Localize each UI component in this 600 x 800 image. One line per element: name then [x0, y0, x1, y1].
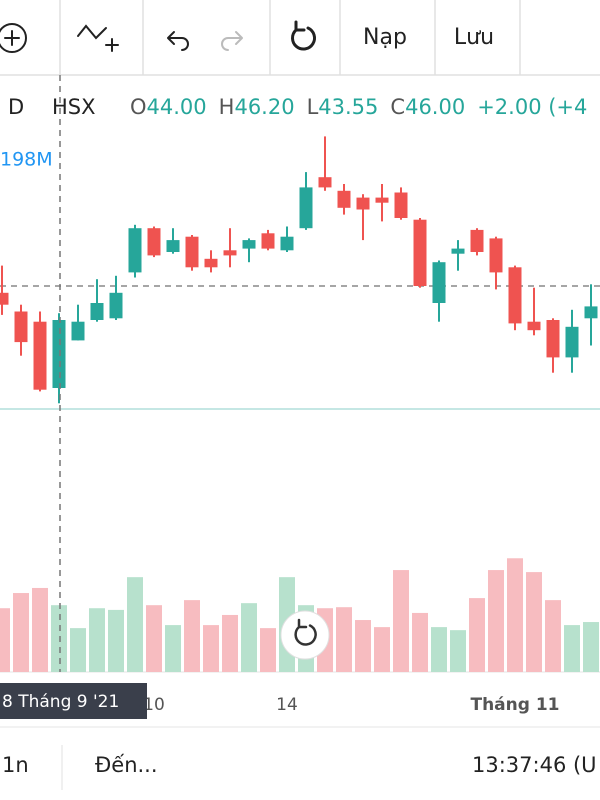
candle-body: [546, 320, 560, 358]
candle-body: [90, 303, 104, 320]
plot: 10 14 Tháng 11 8 Tháng 9 '21: [0, 75, 600, 719]
volume-bar: [507, 558, 523, 672]
reset-button[interactable]: [291, 20, 316, 51]
candle-body: [337, 190, 351, 208]
volume-bar: [13, 593, 29, 672]
ohlc-legend: O44.00 H46.20 L43.55 C46.00 +2.00 (+4: [130, 95, 587, 119]
volume-bar: [488, 570, 504, 672]
x-tick-label: Tháng 11: [470, 695, 559, 715]
candle-body: [128, 228, 142, 273]
volume-bar: [241, 603, 257, 672]
candle-body: [261, 233, 275, 249]
volume-bar: [203, 625, 219, 672]
candle-body: [204, 258, 218, 268]
chart-reset-button[interactable]: [280, 610, 330, 660]
interval: D: [8, 95, 24, 119]
candle-body: [14, 311, 28, 343]
crosshair-label-bg: [0, 683, 147, 719]
candle-body: [375, 197, 389, 203]
volume-bar: [412, 612, 428, 672]
volume-value: 198M: [0, 149, 53, 171]
volume-bar: [146, 605, 162, 672]
candle-body: [489, 238, 503, 273]
candle-body: [470, 229, 484, 252]
volume-bar: [545, 600, 561, 672]
candle-body: [432, 262, 446, 303]
volume-bar: [469, 598, 485, 672]
x-tick-label: 10: [143, 695, 165, 715]
candle-body: [223, 250, 237, 256]
volume-bar: [583, 622, 599, 672]
candle-body: [0, 292, 9, 305]
candle-body: [33, 321, 47, 390]
clock: 13:37:46 (U: [472, 753, 597, 777]
toolbar: [0, 0, 600, 76]
candle-body: [413, 219, 427, 286]
candle-body: [451, 248, 465, 254]
candle-body: [147, 228, 161, 256]
volume-bar: [526, 572, 542, 672]
candle-body: [527, 321, 541, 331]
candle-body: [356, 197, 370, 210]
volume-bar: [336, 607, 352, 672]
crosshair-label: 8 Tháng 9 '21: [2, 692, 119, 712]
value: 46.20: [234, 95, 294, 119]
volume-bar: [108, 609, 124, 672]
volume-bar: [564, 625, 580, 672]
save-button[interactable]: Lưu: [454, 25, 494, 50]
label: L: [307, 95, 319, 119]
volume-bar: [70, 628, 86, 672]
x-tick-label: 14: [276, 695, 298, 715]
volume-bar: [32, 587, 48, 672]
volume-bar: [222, 614, 238, 672]
volume-bar: [0, 608, 10, 672]
volume-bar: [450, 630, 466, 672]
candle-body: [242, 240, 256, 249]
volume-bar: [51, 605, 67, 672]
label: O: [130, 95, 147, 119]
value: 44.00: [147, 95, 207, 119]
label: C: [390, 95, 405, 119]
volume-bar: [127, 577, 143, 672]
candle-body: [394, 192, 408, 218]
candle-body: [508, 267, 522, 324]
label: H: [219, 95, 235, 119]
volume-bar: [89, 608, 105, 672]
redo-button[interactable]: [221, 31, 243, 51]
volume-bar: [431, 627, 447, 672]
goto-button[interactable]: Đến...: [95, 753, 158, 777]
value: 46.00: [405, 95, 465, 119]
volume-bar: [184, 600, 200, 672]
value: 43.55: [318, 95, 378, 119]
indicator-button[interactable]: [77, 24, 119, 52]
range-button[interactable]: 1n: [2, 753, 29, 777]
candle-body: [71, 321, 85, 341]
change: +2.00 (+4: [477, 95, 587, 119]
reload-button[interactable]: Nạp: [363, 25, 407, 50]
candle-body: [166, 240, 180, 252]
candle-body: [109, 292, 123, 319]
candle-body: [318, 177, 332, 188]
crosshair-button[interactable]: [0, 23, 27, 53]
volume-bar: [165, 625, 181, 672]
candle-body: [280, 236, 294, 251]
volume-bar: [374, 627, 390, 672]
candle-body: [52, 320, 66, 388]
volume-bar: [355, 620, 371, 672]
undo-button[interactable]: [167, 31, 189, 51]
candle-body: [185, 236, 199, 268]
candle-body: [584, 306, 598, 319]
volume-bar: [260, 628, 276, 672]
candle-body: [299, 187, 313, 229]
exchange: HSX: [52, 95, 96, 119]
candle-body: [565, 326, 579, 358]
chart-reset-icon: [294, 618, 317, 646]
volume-bar: [393, 570, 409, 672]
